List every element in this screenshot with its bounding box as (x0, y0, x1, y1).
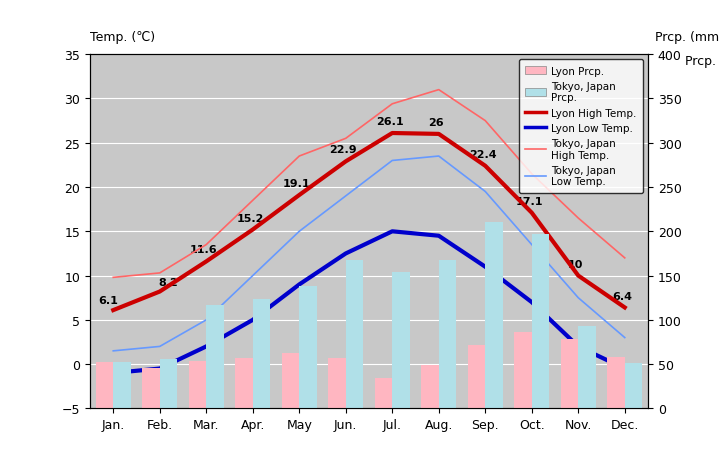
Bar (328, 358, 346, 409)
Text: 22.4: 22.4 (469, 150, 496, 159)
Bar (625, 364, 642, 409)
Bar (113, 363, 131, 409)
Bar (421, 365, 438, 409)
Bar (142, 368, 160, 409)
Bar (514, 332, 532, 409)
Text: 19.1: 19.1 (283, 179, 310, 189)
Legend: Lyon Prcp., Tokyo, Japan
Prcp., Lyon High Temp., Lyon Low Temp., Tokyo, Japan
Hi: Lyon Prcp., Tokyo, Japan Prcp., Lyon Hig… (519, 60, 643, 193)
Bar (160, 359, 177, 409)
Text: 17.1: 17.1 (516, 196, 543, 206)
Bar (253, 299, 271, 409)
Text: 11.6: 11.6 (189, 245, 217, 255)
Text: Prcp. (mm): Prcp. (mm) (655, 31, 720, 44)
Text: 26: 26 (428, 118, 444, 128)
Bar (485, 223, 503, 409)
Bar (346, 260, 364, 409)
Text: Prcp. (mm): Prcp. (mm) (685, 55, 720, 68)
Bar (392, 273, 410, 409)
Bar (578, 326, 596, 409)
Bar (206, 305, 224, 409)
Bar (438, 260, 456, 409)
Bar (532, 235, 549, 409)
Bar (300, 286, 317, 409)
Bar (374, 379, 392, 409)
Text: 26.1: 26.1 (376, 117, 403, 127)
Text: 10: 10 (568, 259, 583, 269)
Bar (235, 358, 253, 409)
Text: 6.4: 6.4 (612, 291, 632, 301)
Bar (561, 340, 578, 409)
Bar (189, 361, 206, 409)
Text: 22.9: 22.9 (329, 145, 357, 155)
Text: Temp. (℃): Temp. (℃) (90, 31, 155, 44)
Bar (467, 345, 485, 409)
Text: 15.2: 15.2 (236, 213, 264, 223)
Bar (282, 353, 300, 409)
Bar (607, 357, 625, 409)
Bar (96, 363, 113, 409)
Text: 6.1: 6.1 (98, 295, 117, 305)
Text: 8.2: 8.2 (158, 278, 178, 288)
